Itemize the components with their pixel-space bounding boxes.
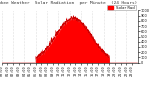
Legend: Solar Rad: Solar Rad	[107, 5, 136, 11]
Text: Milwaukee Weather  Solar Radiation  per Minute  (24 Hours): Milwaukee Weather Solar Radiation per Mi…	[0, 1, 137, 5]
